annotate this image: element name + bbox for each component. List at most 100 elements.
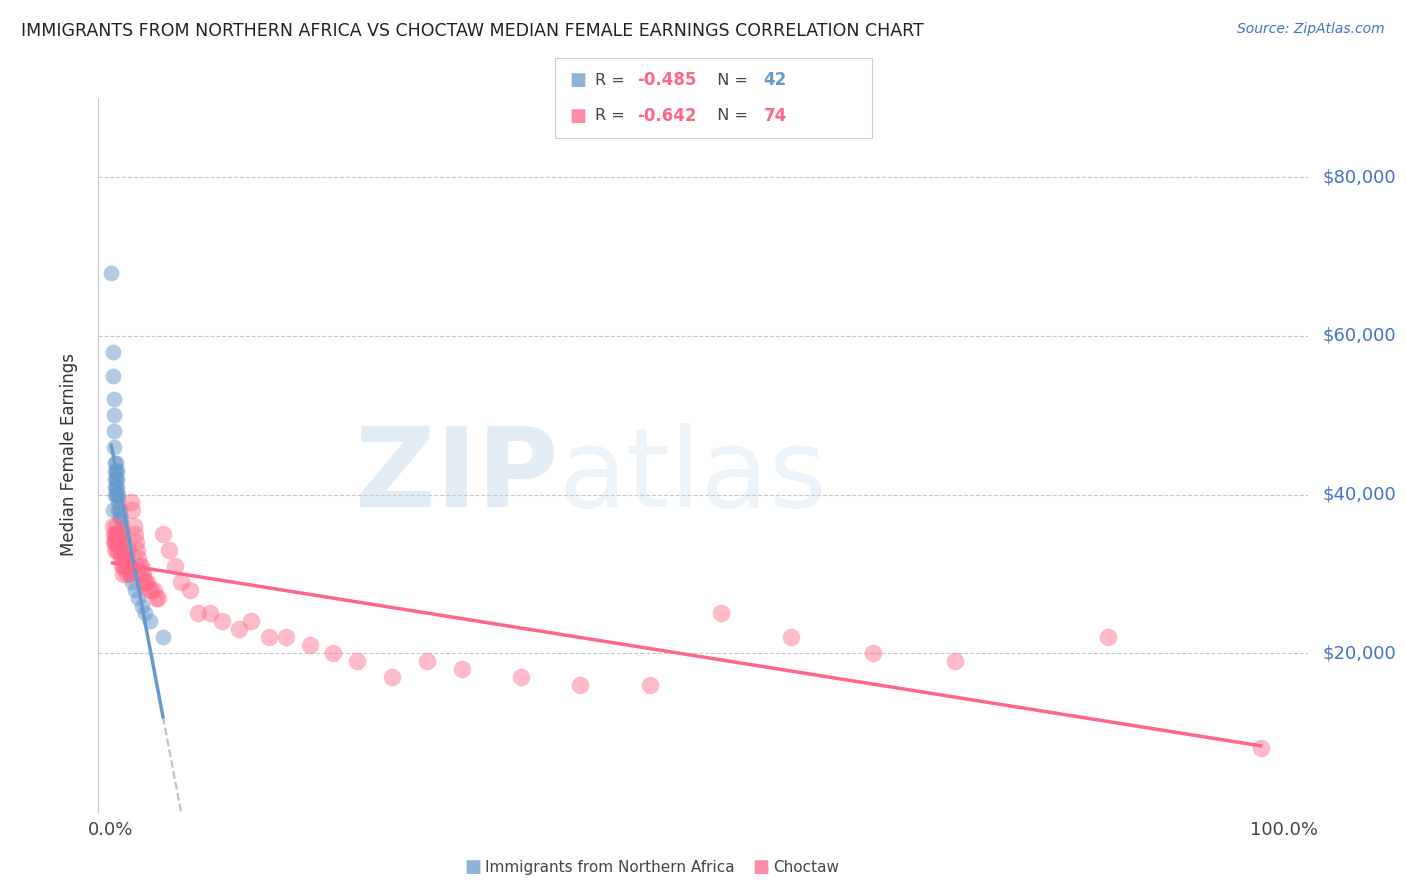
Point <box>112 566 135 581</box>
Point <box>112 527 135 541</box>
Point <box>862 646 884 660</box>
Text: N =: N = <box>707 73 754 88</box>
Point <box>104 472 127 486</box>
Point <box>103 409 125 423</box>
Point <box>100 266 122 280</box>
Point <box>105 527 128 541</box>
Point <box>111 551 134 566</box>
Point <box>134 574 156 589</box>
Point <box>108 527 131 541</box>
Text: -0.485: -0.485 <box>637 71 696 89</box>
Point <box>127 543 149 558</box>
Point <box>120 566 142 581</box>
Point <box>120 566 142 581</box>
Text: ■: ■ <box>569 107 586 125</box>
Point <box>111 519 134 533</box>
Point <box>107 535 129 549</box>
Point <box>568 678 591 692</box>
Point <box>945 654 967 668</box>
Text: -0.642: -0.642 <box>637 107 696 125</box>
Point <box>510 670 533 684</box>
Point <box>187 607 209 621</box>
Point <box>105 519 128 533</box>
Point <box>105 472 128 486</box>
Point <box>145 591 167 605</box>
Point <box>101 344 124 359</box>
Point <box>103 392 125 407</box>
Text: $20,000: $20,000 <box>1322 644 1396 662</box>
Point <box>104 464 127 478</box>
Text: R =: R = <box>595 73 630 88</box>
Point <box>198 607 221 621</box>
Text: Choctaw: Choctaw <box>773 860 839 874</box>
Text: atlas: atlas <box>558 423 827 530</box>
Text: ■: ■ <box>752 858 769 876</box>
Point <box>117 558 139 573</box>
Point <box>115 566 138 581</box>
Point <box>103 527 125 541</box>
Point <box>121 574 143 589</box>
Point <box>101 503 124 517</box>
Point <box>1250 741 1272 756</box>
Point <box>105 535 128 549</box>
Point <box>152 630 174 644</box>
Point <box>105 543 128 558</box>
Y-axis label: Median Female Earnings: Median Female Earnings <box>59 353 77 557</box>
Point <box>276 630 298 644</box>
Point <box>139 615 162 629</box>
Point <box>163 558 186 573</box>
Point <box>120 495 142 509</box>
Point <box>107 543 129 558</box>
Point <box>131 599 153 613</box>
Point <box>127 551 149 566</box>
Point <box>125 535 148 549</box>
Point <box>211 615 233 629</box>
Point <box>129 558 152 573</box>
Point <box>451 662 474 676</box>
Point <box>105 456 128 470</box>
Point <box>107 495 129 509</box>
Point <box>105 480 128 494</box>
Point <box>103 440 125 454</box>
Point <box>228 623 250 637</box>
Text: Source: ZipAtlas.com: Source: ZipAtlas.com <box>1237 22 1385 37</box>
Text: 74: 74 <box>763 107 787 125</box>
Point <box>124 527 146 541</box>
Point <box>107 487 129 501</box>
Text: $60,000: $60,000 <box>1322 327 1396 345</box>
Text: $40,000: $40,000 <box>1322 485 1396 504</box>
Text: Immigrants from Northern Africa: Immigrants from Northern Africa <box>485 860 735 874</box>
Point <box>105 472 128 486</box>
Point <box>104 480 127 494</box>
Point <box>346 654 368 668</box>
Point <box>135 574 157 589</box>
Point <box>110 551 132 566</box>
Point <box>103 424 125 438</box>
Point <box>108 503 131 517</box>
Point <box>169 574 191 589</box>
Point <box>134 574 156 589</box>
Point <box>114 558 136 573</box>
Point <box>416 654 439 668</box>
Point <box>112 558 135 573</box>
Point <box>101 519 124 533</box>
Text: 42: 42 <box>763 71 787 89</box>
Point <box>104 527 127 541</box>
Point <box>111 558 134 573</box>
Point <box>780 630 803 644</box>
Text: $80,000: $80,000 <box>1322 169 1396 186</box>
Point <box>110 511 132 525</box>
Text: ■: ■ <box>464 858 481 876</box>
Point <box>148 591 170 605</box>
Text: ■: ■ <box>569 71 586 89</box>
Point <box>101 368 124 383</box>
Point <box>179 582 201 597</box>
Point <box>105 527 128 541</box>
Point <box>108 511 131 525</box>
Point <box>157 543 180 558</box>
Text: IMMIGRANTS FROM NORTHERN AFRICA VS CHOCTAW MEDIAN FEMALE EARNINGS CORRELATION CH: IMMIGRANTS FROM NORTHERN AFRICA VS CHOCT… <box>21 22 924 40</box>
Point <box>107 503 129 517</box>
Point <box>322 646 344 660</box>
Point <box>257 630 280 644</box>
Point <box>1097 630 1119 644</box>
